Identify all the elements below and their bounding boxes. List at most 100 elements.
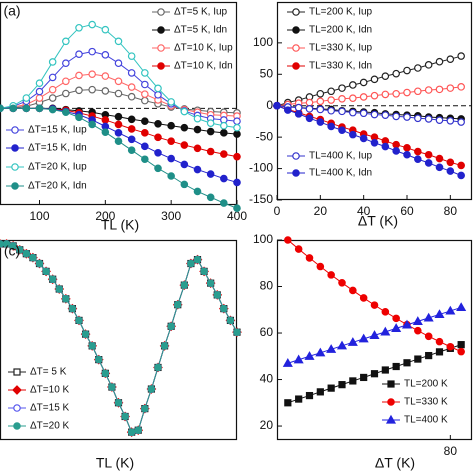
marker	[392, 314, 400, 323]
marker	[338, 84, 346, 92]
marker	[380, 326, 391, 336]
marker	[316, 388, 324, 396]
marker	[435, 85, 444, 94]
marker	[403, 359, 411, 367]
marker	[48, 58, 57, 66]
legend-label: ΔT=15 K, Idn	[28, 143, 87, 154]
marker	[141, 96, 149, 105]
marker	[359, 93, 368, 101]
marker	[424, 115, 433, 123]
plot-frame	[276, 239, 473, 441]
marker	[22, 104, 31, 113]
marker	[446, 167, 455, 175]
marker	[316, 118, 325, 126]
marker	[0, 240, 4, 248]
marker	[424, 61, 433, 69]
marker	[392, 112, 400, 121]
marker	[127, 428, 136, 436]
y-tick-label: 0	[266, 98, 273, 112]
marker	[387, 398, 395, 406]
marker	[88, 120, 96, 129]
marker	[141, 142, 149, 151]
marker	[134, 426, 143, 434]
x-axis-title: ΔT (K)	[358, 213, 398, 229]
marker	[62, 77, 70, 86]
marker	[101, 116, 110, 124]
marker	[75, 113, 83, 122]
marker	[294, 245, 303, 253]
y-tick-label: 20	[260, 418, 274, 432]
marker	[316, 97, 325, 106]
marker	[75, 23, 83, 32]
marker	[13, 404, 21, 412]
legend-label: ΔT=15 K, Iup	[28, 125, 87, 136]
marker	[369, 330, 380, 339]
marker	[48, 85, 57, 94]
marker	[349, 377, 357, 385]
marker	[62, 59, 70, 68]
legend-label: ΔT= 5 K	[30, 367, 67, 378]
series-line	[276, 105, 462, 176]
marker	[316, 105, 325, 114]
marker	[167, 322, 175, 331]
marker	[114, 37, 123, 46]
marker	[327, 384, 335, 392]
marker	[446, 117, 455, 125]
y-tick-label: -150	[249, 192, 273, 206]
y-tick-label: 100	[253, 35, 273, 49]
marker	[180, 141, 189, 149]
marker	[392, 69, 400, 78]
series-line	[276, 86, 462, 107]
marker	[141, 80, 149, 89]
marker	[206, 119, 215, 127]
plot-frame	[276, 1, 473, 201]
marker	[88, 70, 96, 78]
marker	[305, 254, 314, 262]
marker	[435, 154, 444, 163]
marker	[141, 129, 149, 137]
legend-label: TL=400 K, Idn	[309, 168, 372, 179]
x-tick-label: 300	[161, 209, 181, 223]
marker	[403, 88, 411, 97]
x-tick-label: 40	[357, 204, 371, 218]
marker	[101, 87, 110, 95]
marker	[206, 127, 215, 136]
marker	[29, 253, 37, 262]
marker	[292, 8, 300, 16]
marker	[435, 163, 444, 172]
marker	[233, 328, 241, 336]
marker	[401, 319, 413, 329]
marker	[62, 89, 70, 98]
marker	[206, 193, 215, 202]
y-tick-label: 100	[253, 232, 273, 246]
marker	[233, 123, 241, 132]
legend-label: TL=200 K	[404, 379, 448, 390]
marker	[457, 118, 465, 126]
marker	[180, 160, 189, 169]
marker	[62, 108, 70, 117]
marker	[35, 79, 44, 88]
marker	[154, 363, 162, 372]
x-tick-label: 0	[274, 204, 281, 218]
marker	[326, 344, 337, 353]
marker	[370, 75, 379, 84]
marker	[403, 66, 411, 75]
marker	[114, 137, 123, 146]
marker	[392, 147, 400, 155]
marker	[101, 25, 110, 34]
marker	[127, 83, 136, 91]
marker	[15, 246, 24, 254]
marker	[381, 72, 390, 80]
marker	[101, 72, 110, 80]
marker	[457, 83, 465, 91]
marker	[88, 20, 96, 29]
marker	[414, 355, 422, 363]
x-tick-label: 20	[314, 204, 328, 218]
marker	[403, 144, 411, 152]
marker	[414, 326, 422, 335]
marker	[425, 351, 433, 360]
marker	[220, 304, 228, 313]
marker	[213, 291, 222, 299]
marker	[88, 47, 96, 56]
marker	[294, 103, 303, 112]
